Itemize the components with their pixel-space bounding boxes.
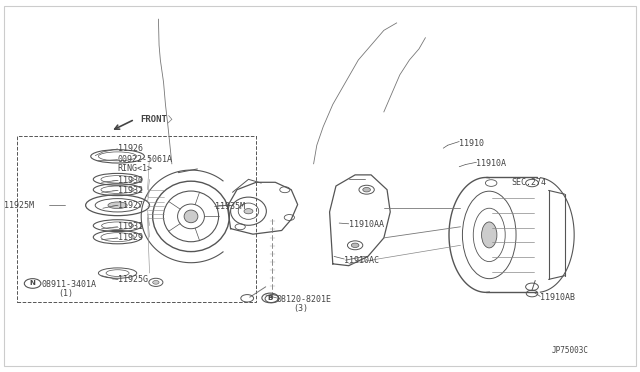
Ellipse shape bbox=[108, 202, 127, 209]
Text: 11926: 11926 bbox=[118, 144, 143, 153]
Text: 11910A: 11910A bbox=[476, 159, 506, 168]
Text: SEC.274: SEC.274 bbox=[511, 178, 547, 187]
Circle shape bbox=[363, 187, 371, 192]
Text: 11935M: 11935M bbox=[214, 202, 244, 211]
Circle shape bbox=[244, 209, 253, 214]
Text: N: N bbox=[29, 280, 36, 286]
Text: 08120-8201E: 08120-8201E bbox=[276, 295, 332, 304]
Text: 11931: 11931 bbox=[118, 222, 143, 231]
Text: 11930: 11930 bbox=[118, 176, 143, 185]
Circle shape bbox=[153, 280, 159, 284]
Text: 00922-5061A: 00922-5061A bbox=[118, 155, 173, 164]
Text: (1): (1) bbox=[58, 289, 73, 298]
Text: RING<1>: RING<1> bbox=[118, 164, 152, 173]
Text: B: B bbox=[268, 295, 273, 301]
Text: 11910AC: 11910AC bbox=[344, 256, 380, 264]
Text: 11925M: 11925M bbox=[4, 201, 34, 210]
Text: FRONT: FRONT bbox=[140, 115, 167, 124]
Text: 11927: 11927 bbox=[118, 201, 143, 210]
Circle shape bbox=[351, 243, 359, 247]
Text: 08911-3401A: 08911-3401A bbox=[42, 280, 97, 289]
Text: 11929: 11929 bbox=[118, 233, 143, 243]
Text: JP75003C: JP75003C bbox=[551, 346, 588, 355]
Bar bbox=[17, 136, 256, 302]
Text: 11910: 11910 bbox=[460, 139, 484, 148]
Text: 11925G: 11925G bbox=[118, 275, 148, 284]
Text: (3): (3) bbox=[293, 304, 308, 313]
Text: 11932: 11932 bbox=[118, 186, 143, 195]
Ellipse shape bbox=[184, 210, 198, 223]
Text: 11910AB: 11910AB bbox=[540, 294, 575, 302]
Ellipse shape bbox=[481, 222, 497, 248]
Text: 11910AA: 11910AA bbox=[349, 221, 384, 230]
